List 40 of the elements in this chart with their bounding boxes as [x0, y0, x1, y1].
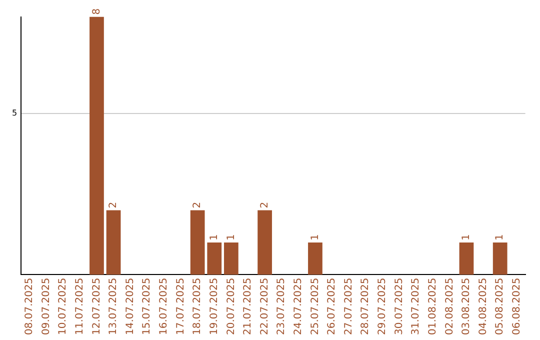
x-tick-label: 21.07.2025: [242, 278, 254, 336]
x-tick-label: 30.07.2025: [394, 278, 405, 336]
data-label: 2: [259, 202, 270, 208]
data-label: 1: [461, 234, 472, 240]
x-tick-label: 05.08.2025: [494, 278, 506, 336]
y-tick-label: 5: [12, 108, 18, 118]
data-label: 1: [310, 234, 321, 240]
x-tick-label: 18.07.2025: [192, 278, 204, 336]
x-tick-label: 13.07.2025: [108, 278, 120, 336]
x-tick-label: 22.07.2025: [259, 278, 270, 336]
x-tick-label: 28.07.2025: [360, 278, 372, 336]
x-tick-label: 17.07.2025: [175, 278, 186, 336]
x-tick-label: 08.07.2025: [24, 278, 36, 336]
x-tick-label: 15.07.2025: [142, 278, 153, 336]
x-tick-label: 03.08.2025: [461, 278, 472, 336]
data-label: 1: [494, 234, 506, 240]
x-tick-label: 09.07.2025: [40, 278, 52, 336]
x-tick-label: 31.07.2025: [410, 278, 422, 336]
data-label: 8: [91, 8, 102, 15]
x-tick-label: 04.08.2025: [478, 278, 489, 336]
x-tick-label: 02.08.2025: [444, 278, 456, 336]
data-label: 2: [192, 202, 204, 208]
x-tick-label: 25.07.2025: [310, 278, 321, 336]
x-tick-label: 12.07.2025: [91, 278, 102, 336]
x-tick-label: 20.07.2025: [226, 278, 237, 336]
x-tick-label: 01.08.2025: [427, 278, 438, 336]
data-label: 1: [226, 234, 237, 240]
x-tick-label: 10.07.2025: [58, 278, 69, 336]
x-tick-label: 24.07.2025: [293, 278, 304, 336]
x-tick-label: 29.07.2025: [377, 278, 388, 336]
x-tick-label: 19.07.2025: [208, 278, 220, 336]
x-tick-label: 11.07.2025: [74, 278, 86, 336]
x-tick-label: 06.08.2025: [511, 278, 522, 336]
x-tick-label: 27.07.2025: [343, 278, 354, 336]
x-tick-label: 16.07.2025: [158, 278, 170, 336]
data-label: 1: [208, 234, 220, 240]
x-tick-label: 26.07.2025: [326, 278, 338, 336]
data-label: 2: [108, 202, 120, 208]
x-tick-label: 23.07.2025: [276, 278, 288, 336]
x-tick-label: 14.07.2025: [124, 278, 136, 336]
